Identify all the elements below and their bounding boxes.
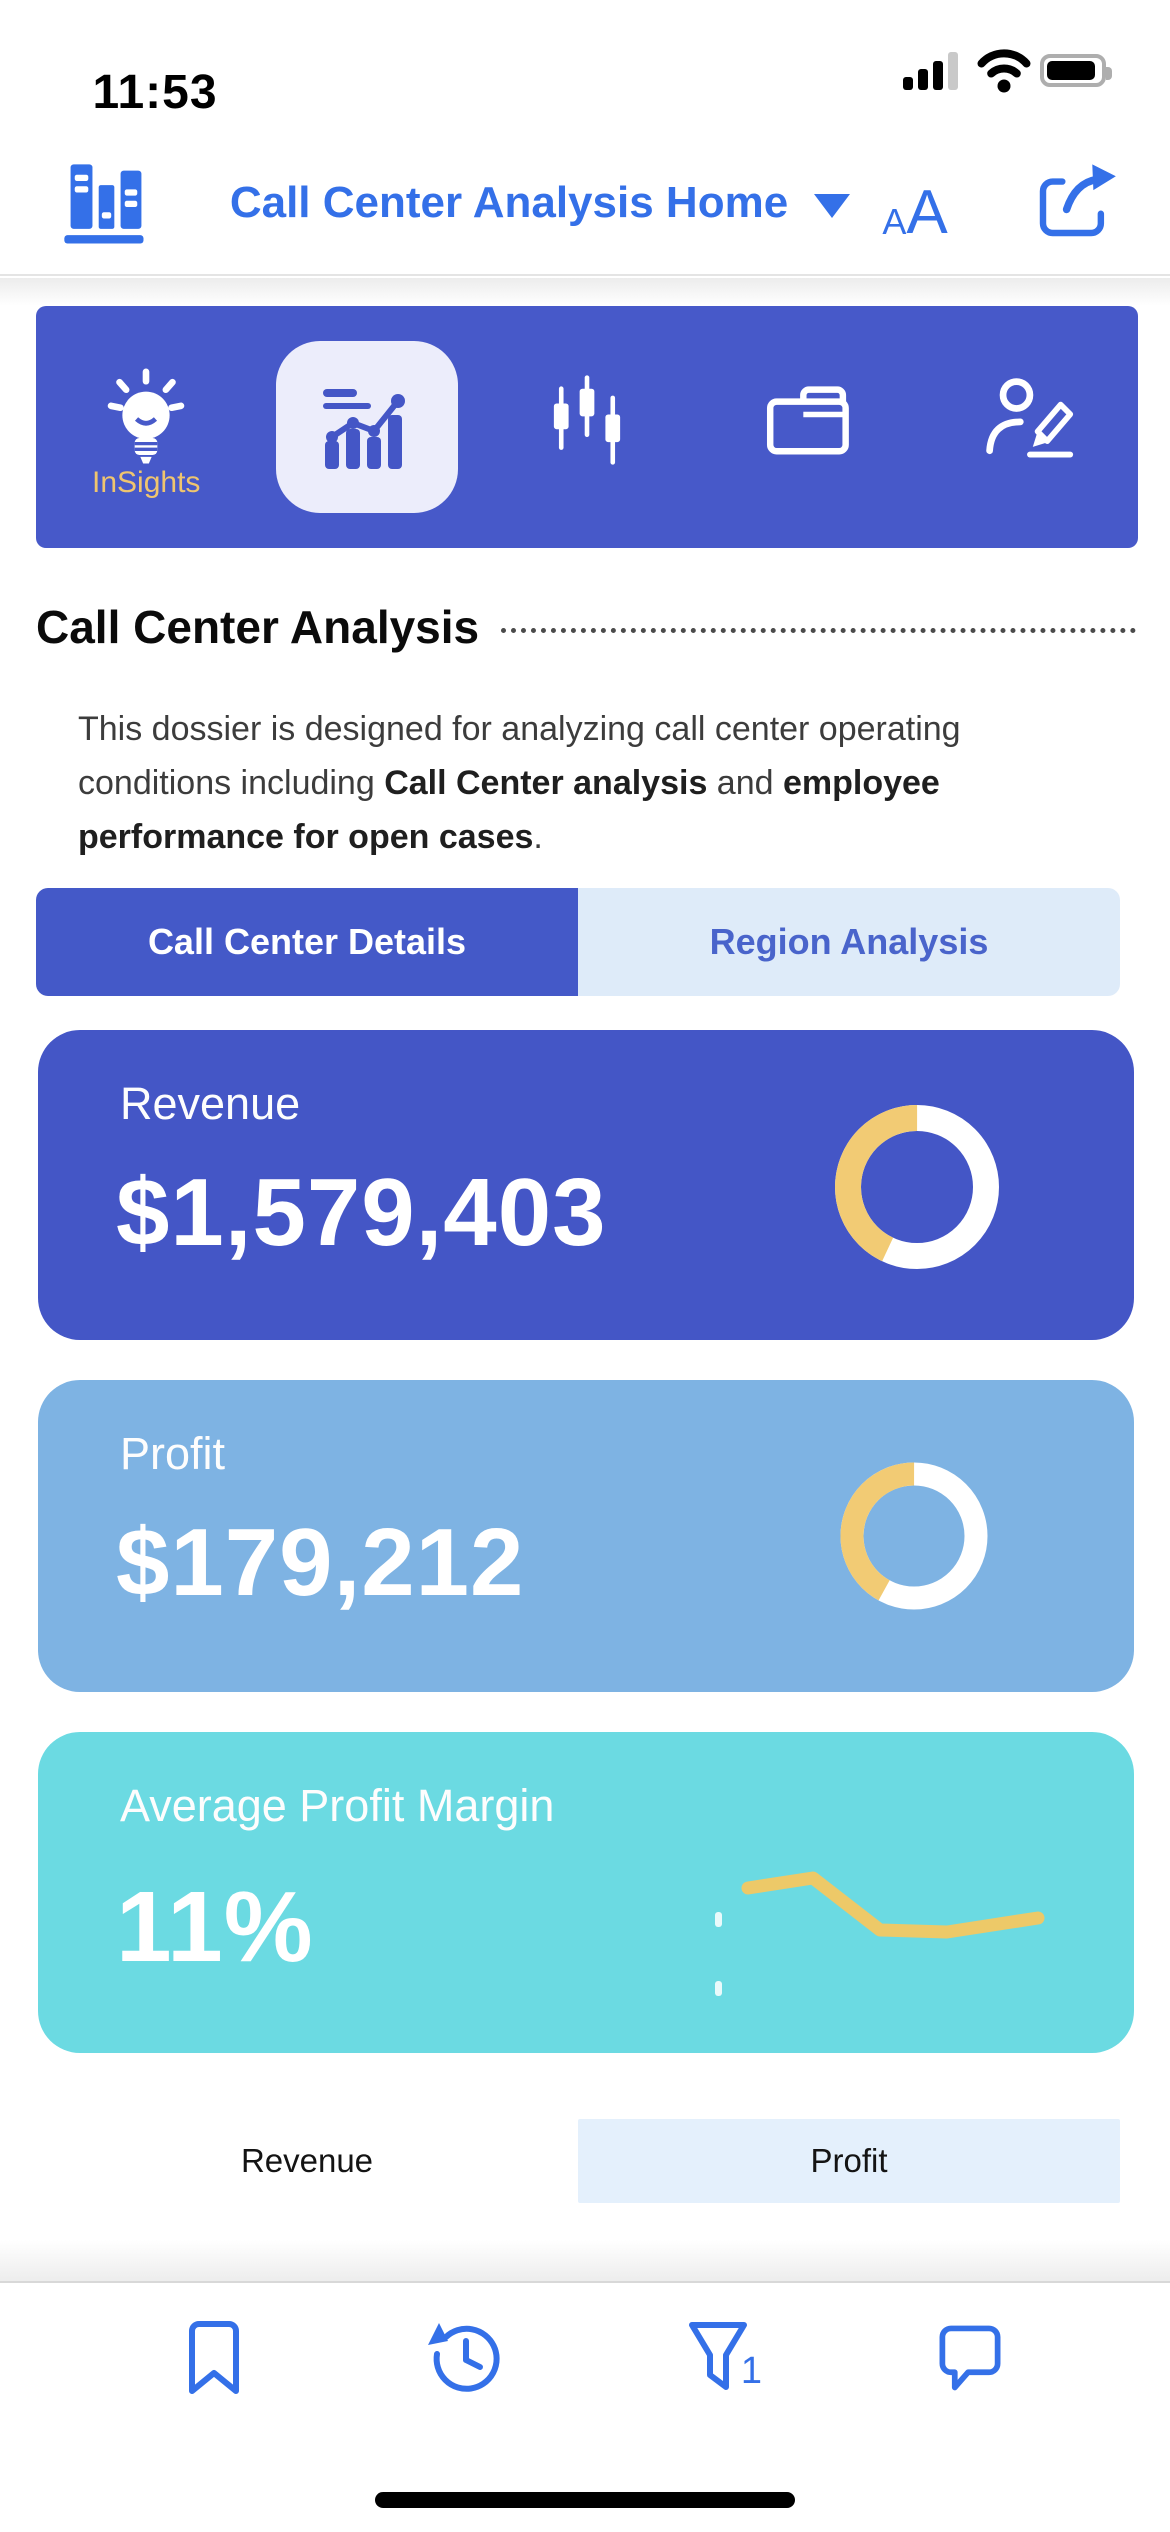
candlestick-chart-icon [541,372,633,468]
filter-icon[interactable]: 1 [676,2313,762,2401]
bar-line-chart-icon [315,377,419,477]
profit-margin-sparkline [741,1871,1045,1939]
kpi-card-revenue[interactable]: Revenue $1,579,403 [38,1030,1134,1340]
metric-selector: Revenue Profit [36,2119,1120,2203]
share-icon[interactable] [1028,158,1118,248]
kpi-value: $179,212 [116,1509,525,1616]
chapter-ribbon: InSights [36,306,1138,548]
footer-shadow [0,2240,1170,2281]
metric-option-revenue[interactable]: Revenue [36,2119,578,2203]
lightbulb-icon [103,368,189,472]
battery-icon [1040,54,1112,87]
tab-label: Region Analysis [709,921,989,962]
sparkline-axis-tick [715,1912,722,1927]
user-edit-icon [980,372,1076,468]
insights-label: InSights [92,466,201,499]
library-icon[interactable] [56,160,156,252]
footer-toolbar: 1 [0,2281,1170,2532]
text-size-button[interactable]: A A [860,164,970,244]
filter-count-badge: 1 [740,2350,762,2392]
ribbon-item-dashboard-selected[interactable] [256,306,476,548]
ribbon-item-insights[interactable]: InSights [36,306,256,548]
metric-option-profit[interactable]: Profit [578,2119,1120,2203]
ribbon-item-candlestick[interactable] [477,306,697,548]
tab-label: Call Center Details [147,921,467,962]
kpi-label: Revenue [120,1078,301,1129]
page-title: Call Center Analysis [36,601,480,653]
metric-label: Profit [810,2142,888,2179]
chevron-down-icon [814,194,851,218]
page-description: This dossier is designed for analyzing c… [78,710,961,856]
home-indicator[interactable] [375,2492,795,2508]
dossier-title: Call Center Analysis Home [229,178,789,227]
kpi-card-avg-profit-margin[interactable]: Average Profit Margin 11% [38,1732,1134,2053]
revenue-donut-chart [835,1105,999,1269]
folder-icon [761,380,853,460]
dotted-leader [501,628,1136,633]
history-icon[interactable] [424,2313,508,2401]
status-time: 11:53 [92,66,218,119]
app-header: Call Center Analysis Home A A [0,130,1170,276]
text-size-small-label: A [882,201,907,242]
metric-label: Revenue [240,2142,374,2179]
ribbon-item-annotate[interactable] [918,306,1138,548]
cellular-signal-icon [903,50,965,90]
comment-icon[interactable] [928,2313,1012,2401]
ribbon-item-folder[interactable] [697,306,917,548]
kpi-card-profit[interactable]: Profit $179,212 [38,1380,1134,1692]
section-title-row: Call Center Analysis [36,600,1136,654]
tab-call-center-details[interactable]: Call Center Details [36,888,578,996]
text-size-large-label: A [906,178,948,247]
kpi-label: Average Profit Margin [120,1780,555,1831]
kpi-value: 11% [116,1871,314,1983]
wifi-icon [972,46,1036,94]
header-shadow [0,278,1170,306]
kpi-value: $1,579,403 [116,1159,607,1266]
tab-region-analysis[interactable]: Region Analysis [578,888,1120,996]
profit-donut-chart [840,1462,988,1610]
page-tabs: Call Center Details Region Analysis [36,888,1120,996]
kpi-label: Profit [120,1428,226,1479]
dossier-title-dropdown[interactable]: Call Center Analysis Home [229,130,851,276]
sparkline-axis-tick [715,1981,722,1996]
bookmark-icon[interactable] [172,2313,256,2401]
